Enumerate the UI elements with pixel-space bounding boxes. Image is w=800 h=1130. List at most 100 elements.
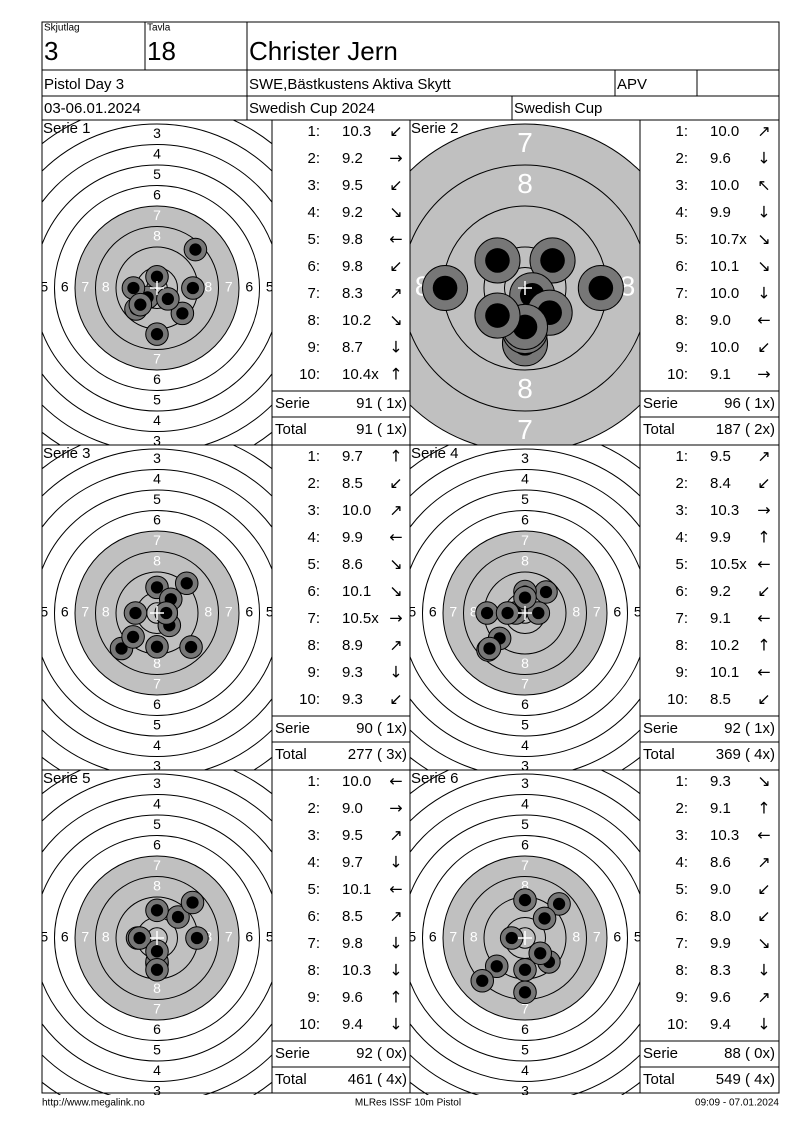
- shot-core: [150, 945, 164, 958]
- ring: [42, 469, 272, 757]
- ring: [410, 794, 640, 1082]
- shot-direction: ↑: [389, 988, 402, 1007]
- shot-direction: ←: [389, 230, 402, 249]
- shot-score: 10.0: [342, 773, 371, 790]
- shot-direction: ↘: [757, 772, 770, 791]
- shot-core: [485, 303, 510, 328]
- shot-direction: ↓: [389, 934, 402, 953]
- serie-total: 88 ( 0x): [724, 1045, 775, 1062]
- shot-core: [539, 585, 553, 599]
- shot-core: [538, 912, 551, 925]
- ring-label: 5: [408, 604, 416, 620]
- ring-label: 5: [521, 816, 529, 832]
- shot-number: 7:: [675, 935, 688, 952]
- shot-core: [129, 606, 142, 620]
- ring-label: 8: [153, 980, 161, 996]
- shot-score: 10.2: [710, 637, 739, 654]
- ring-label: 6: [245, 279, 253, 295]
- shot-score: 9.6: [710, 989, 731, 1006]
- shot-score: 9.5: [342, 827, 363, 844]
- serie-label: Serie: [275, 1045, 310, 1062]
- ring: [42, 814, 272, 1062]
- ring: [42, 448, 272, 770]
- shot-score: 9.0: [710, 881, 731, 898]
- total: 461 ( 4x): [348, 1071, 407, 1088]
- shot-score: 9.6: [342, 989, 363, 1006]
- ring-label: 2: [695, 604, 703, 620]
- shot-core: [490, 960, 503, 973]
- ring: [463, 551, 587, 675]
- ring-label: 8: [620, 270, 636, 301]
- ring: [410, 489, 640, 737]
- shot-number: 1:: [675, 448, 688, 465]
- ring: [42, 144, 272, 432]
- ring-label: 4: [521, 795, 529, 811]
- ring-label: 5: [521, 716, 529, 732]
- serie-label: Serie: [275, 395, 310, 412]
- shot-direction: ↓: [389, 1015, 402, 1034]
- center-mark: [150, 931, 164, 945]
- ring: [442, 530, 608, 696]
- ring-label: 5: [40, 604, 48, 620]
- shot-number: 6:: [675, 583, 688, 600]
- ring-label: 3: [153, 757, 161, 773]
- ring: [74, 530, 240, 696]
- shot-core: [534, 947, 547, 960]
- shot-score: 10.0: [342, 502, 371, 519]
- ring-label: 7: [81, 929, 89, 945]
- cup: Swedish Cup: [514, 100, 602, 117]
- ring-label: 6: [521, 696, 529, 712]
- shot-direction: →: [757, 501, 770, 520]
- shot-core: [115, 642, 128, 655]
- label: Tavla: [147, 23, 171, 34]
- shot-number: 9:: [307, 339, 320, 356]
- ring-label: 1: [153, 84, 161, 100]
- shot-number: 3:: [307, 502, 320, 519]
- shot-direction: ↑: [757, 799, 770, 818]
- ring-label: 4: [654, 604, 662, 620]
- target: 11112222333344445555666677778888: [408, 445, 703, 770]
- shot-direction: ←: [757, 826, 770, 845]
- frame: [41, 21, 780, 1094]
- ring-label: 6: [245, 929, 253, 945]
- shot-core: [150, 581, 164, 594]
- shot-score: 9.0: [710, 312, 731, 329]
- ring-label: 7: [153, 350, 161, 366]
- shot-score: 8.5: [710, 691, 731, 708]
- ring-label: 6: [61, 929, 69, 945]
- serie-total: 90 ( 1x): [356, 720, 407, 737]
- total-label: Total: [275, 421, 307, 438]
- shot-number: 1:: [307, 123, 320, 140]
- ring-label: 6: [153, 186, 161, 202]
- ring-label: 6: [521, 836, 529, 852]
- ring-label: 6: [245, 604, 253, 620]
- ring: [410, 123, 640, 445]
- shot-core: [476, 974, 489, 987]
- ring-label: 7: [517, 127, 533, 158]
- ring-label: 4: [153, 470, 161, 486]
- ring-label: 5: [292, 270, 308, 301]
- shot-core: [588, 275, 614, 301]
- shot-score: 10.1: [710, 664, 739, 681]
- shot-score: 10.0: [710, 123, 739, 140]
- ring-label: 4: [286, 929, 294, 945]
- shot-core: [501, 606, 514, 620]
- shot-score: 10.1: [342, 881, 371, 898]
- shot-core: [184, 640, 198, 654]
- value: 3: [44, 36, 58, 66]
- ring-label: 6: [153, 371, 161, 387]
- shot-direction: ↘: [757, 257, 770, 276]
- shot-score: 8.3: [710, 962, 731, 979]
- shot-direction: ←: [757, 609, 770, 628]
- shot-number: 4:: [307, 204, 320, 221]
- ring-label: 6: [61, 279, 69, 295]
- ring-label: 7: [449, 929, 457, 945]
- shot-core: [150, 270, 164, 283]
- shot-score: 10.0: [710, 285, 739, 302]
- shot-score: 9.8: [342, 258, 363, 275]
- series-title: Serie 6: [411, 770, 459, 787]
- shot-number: 5:: [675, 881, 688, 898]
- shot-score: 9.5: [710, 448, 731, 465]
- ring-label: 6: [153, 696, 161, 712]
- shot-number: 7:: [307, 285, 320, 302]
